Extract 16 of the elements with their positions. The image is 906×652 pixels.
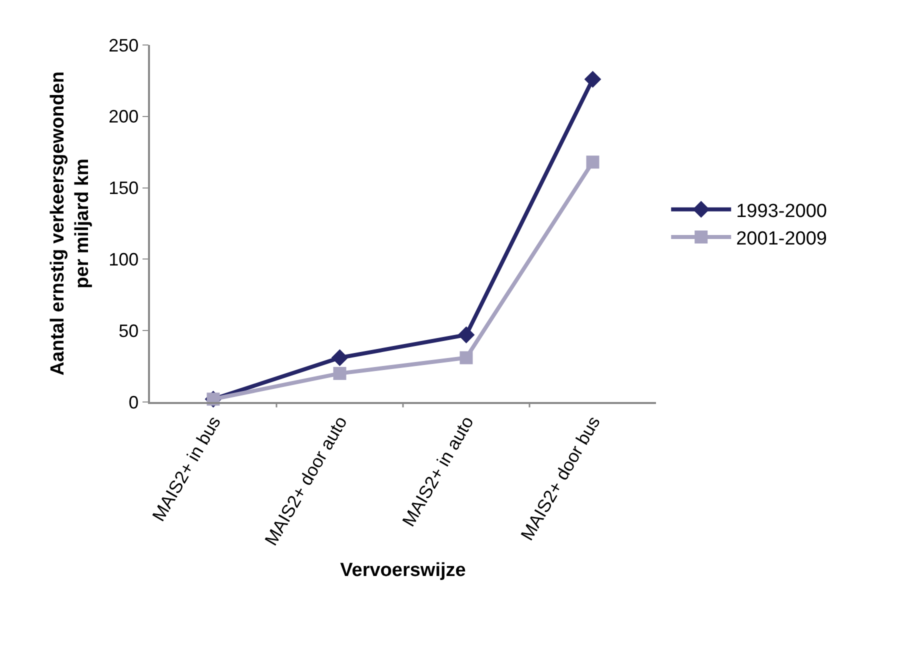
point xyxy=(584,70,602,88)
legend-label: 1993-2000 xyxy=(736,200,827,222)
y-tick-label: 50 xyxy=(118,320,139,341)
y-tick-label: 250 xyxy=(108,35,139,56)
y-tick-label: 0 xyxy=(128,392,139,412)
y-tick-label: 150 xyxy=(108,178,139,198)
y-tick-label: 200 xyxy=(108,106,139,127)
y-axis-title: Aantal ernstig verkeersgewonden per miljard km xyxy=(47,71,93,376)
point xyxy=(586,156,600,169)
point xyxy=(333,366,346,380)
point xyxy=(331,349,348,366)
point xyxy=(458,326,475,344)
legend-label: 2001-2009 xyxy=(736,228,827,250)
point xyxy=(460,351,473,364)
y-tick-label: 100 xyxy=(108,250,139,270)
x-axis-title: Vervoerswijze xyxy=(340,560,466,582)
